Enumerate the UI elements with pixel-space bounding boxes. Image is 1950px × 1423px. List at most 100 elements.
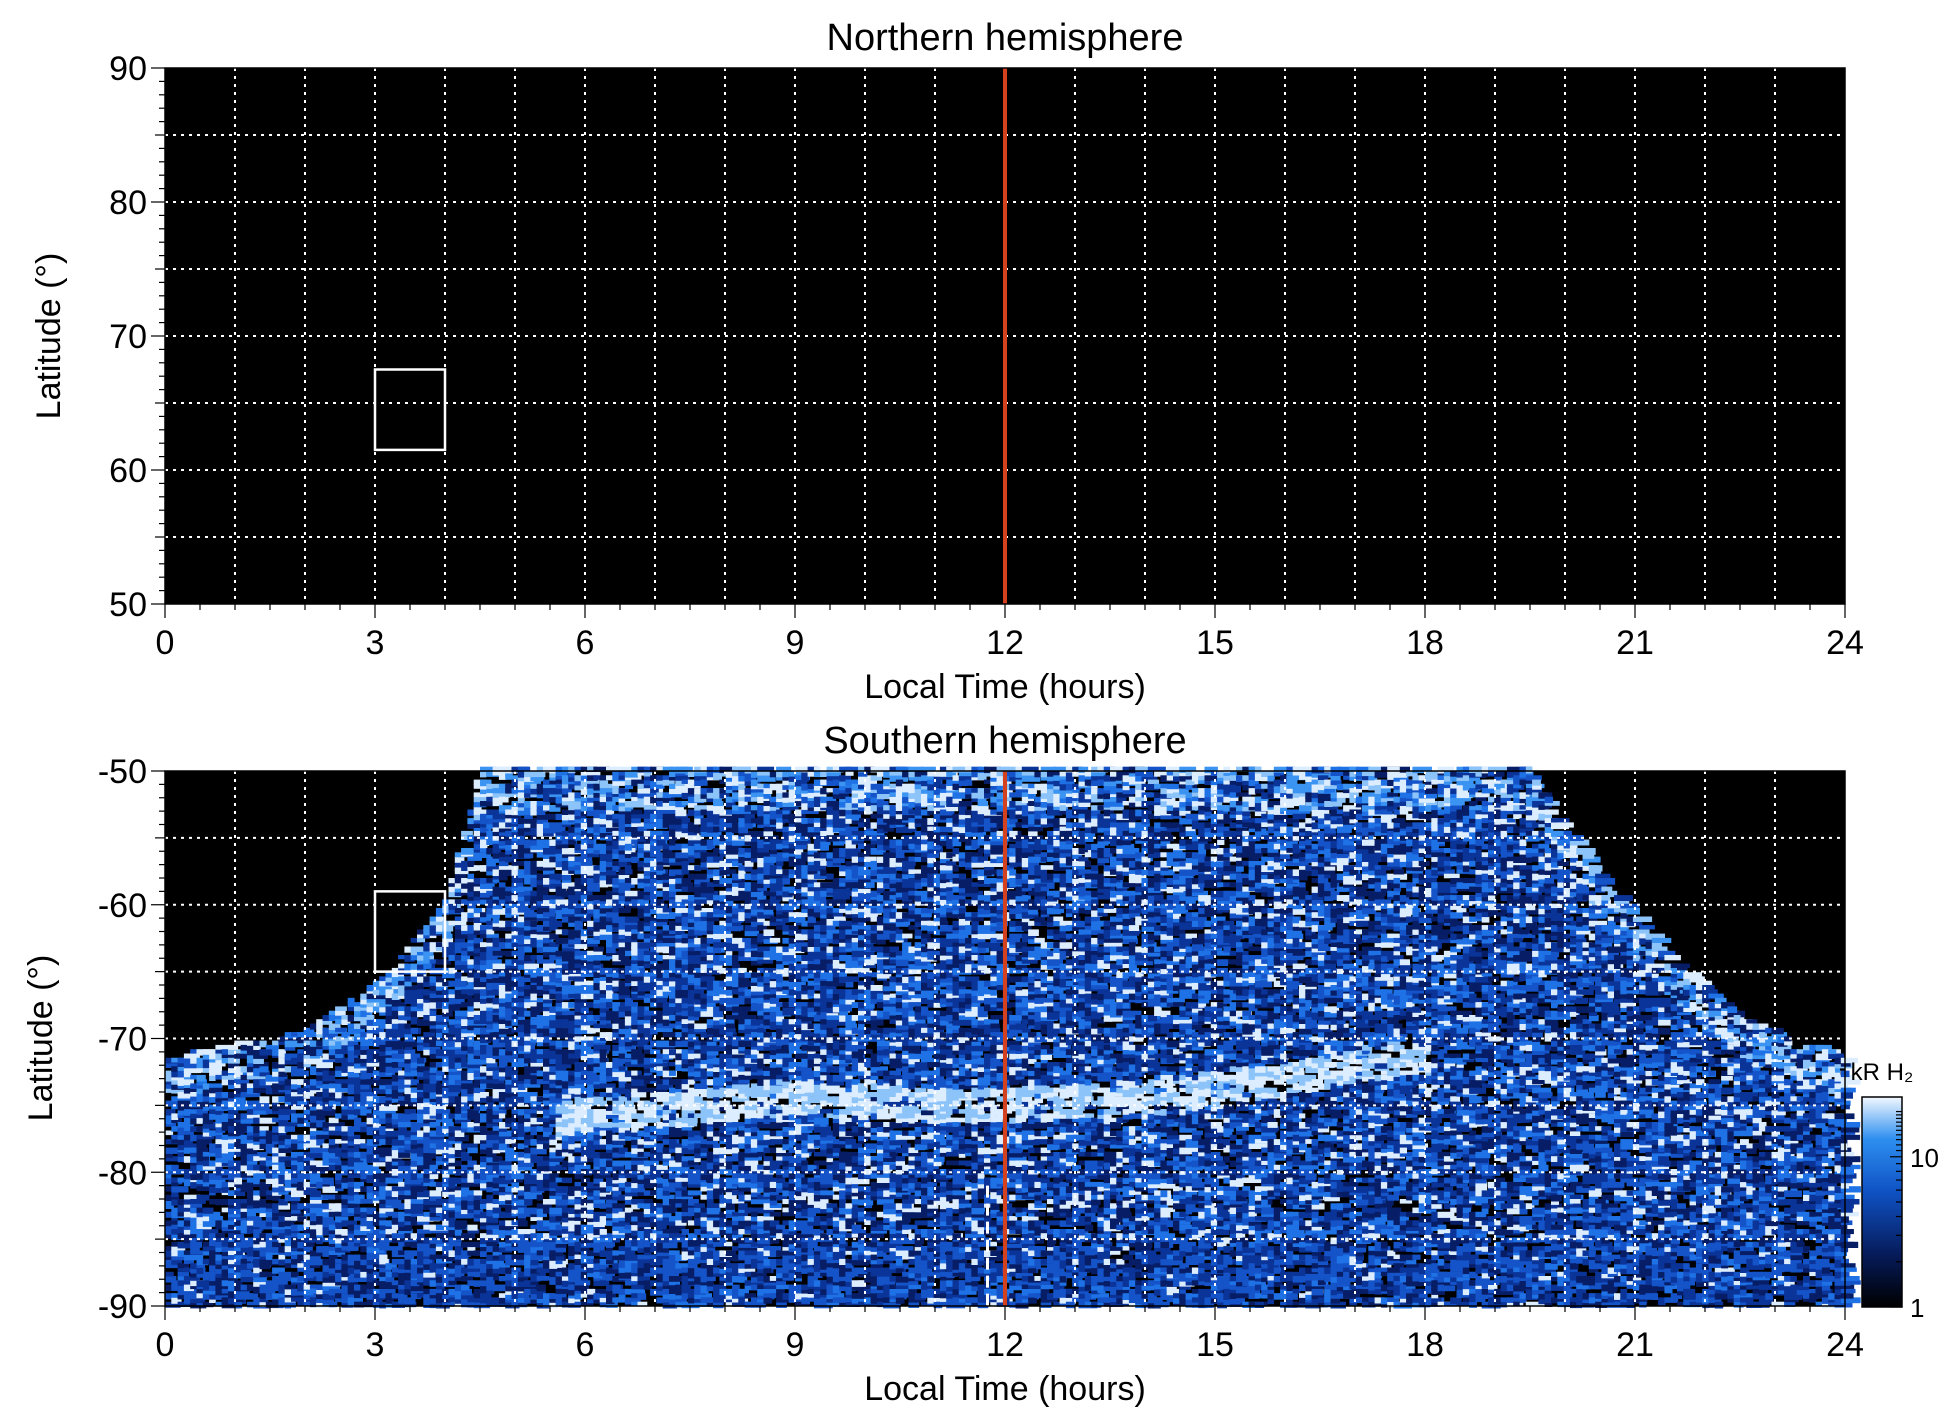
emission-cell bbox=[455, 972, 462, 978]
emission-cell bbox=[241, 1212, 248, 1218]
emission-cell bbox=[335, 1011, 346, 1016]
emission-cell bbox=[480, 1199, 494, 1204]
emission-cell bbox=[625, 865, 632, 871]
emission-cell bbox=[430, 1011, 437, 1016]
emission-cell bbox=[310, 1190, 321, 1197]
emission-cell bbox=[423, 955, 429, 962]
emission-cell bbox=[253, 1195, 260, 1201]
emission-cell bbox=[329, 1225, 336, 1231]
emission-cell bbox=[367, 1002, 374, 1007]
emission-cell bbox=[354, 1195, 364, 1200]
emission-cell bbox=[556, 1028, 570, 1035]
emission-cell bbox=[543, 1242, 556, 1247]
emission-cell bbox=[612, 865, 619, 871]
emission-cell bbox=[335, 1088, 349, 1093]
emission-cell bbox=[316, 1062, 333, 1068]
emission-cell bbox=[562, 1208, 569, 1213]
emission-cell bbox=[486, 1242, 497, 1246]
emission-cell bbox=[449, 1148, 456, 1155]
emission-cell bbox=[423, 1178, 430, 1183]
emission-cell bbox=[165, 1272, 174, 1277]
emission-cell bbox=[455, 955, 462, 961]
emission-cell bbox=[335, 1263, 342, 1270]
emission-cell bbox=[348, 1203, 359, 1208]
emission-cell bbox=[436, 1233, 443, 1239]
emission-cell bbox=[543, 1028, 550, 1035]
emission-cell bbox=[373, 1220, 380, 1225]
emission-cell bbox=[600, 1229, 607, 1235]
emission-cell bbox=[480, 1250, 487, 1257]
emission-cell bbox=[556, 899, 570, 904]
emission-cell bbox=[631, 810, 642, 815]
emission-cell bbox=[215, 1049, 221, 1053]
emission-cell bbox=[449, 1178, 462, 1185]
emission-cell bbox=[644, 1199, 653, 1203]
emission-cell bbox=[455, 1259, 462, 1265]
emission-cell bbox=[467, 810, 474, 816]
northern-y-axis-label: Latitude (°) bbox=[30, 253, 68, 420]
emission-cell bbox=[304, 1173, 310, 1179]
emission-cell bbox=[461, 831, 473, 835]
emission-cell bbox=[631, 801, 640, 807]
emission-cell bbox=[197, 1195, 210, 1201]
emission-cell bbox=[600, 1280, 608, 1285]
emission-cell bbox=[197, 1268, 204, 1275]
emission-cell bbox=[348, 1028, 355, 1035]
emission-cell bbox=[612, 1203, 625, 1208]
emission-cell bbox=[335, 1006, 347, 1011]
emission-cell bbox=[316, 1135, 329, 1139]
emission-cell bbox=[644, 1280, 651, 1285]
emission-cell bbox=[524, 1208, 531, 1214]
emission-cell bbox=[638, 1276, 651, 1281]
emission-cell bbox=[430, 1190, 442, 1196]
emission-cell bbox=[461, 925, 468, 931]
emission-cell bbox=[461, 1165, 468, 1170]
emission-cell bbox=[278, 1297, 285, 1303]
emission-cell bbox=[316, 1122, 323, 1127]
emission-cell bbox=[467, 1006, 473, 1011]
emission-cell bbox=[644, 1015, 651, 1020]
emission-cell bbox=[455, 1143, 462, 1150]
emission-cell bbox=[593, 1203, 600, 1208]
emission-cell bbox=[266, 1255, 273, 1260]
emission-cell bbox=[360, 1246, 367, 1252]
emission-cell bbox=[184, 1135, 191, 1141]
emission-cell bbox=[593, 1152, 600, 1158]
emission-cell bbox=[430, 1083, 437, 1088]
emission-cell bbox=[278, 1186, 285, 1192]
emission-cell bbox=[467, 1233, 475, 1238]
emission-cell bbox=[190, 1203, 202, 1208]
emission-cell bbox=[575, 1199, 582, 1204]
emission-cell bbox=[467, 1225, 477, 1231]
y-tick-label: 80 bbox=[109, 184, 147, 222]
emission-cell bbox=[493, 887, 506, 892]
emission-cell bbox=[449, 1088, 464, 1093]
emission-cell bbox=[530, 1113, 537, 1117]
emission-cell bbox=[323, 1071, 330, 1078]
emission-cell bbox=[423, 1143, 429, 1148]
emission-cell bbox=[348, 1246, 358, 1251]
emission-cell bbox=[530, 784, 537, 789]
emission-cell bbox=[568, 1156, 575, 1162]
northern-title: Northern hemisphere bbox=[827, 17, 1184, 59]
emission-cell bbox=[486, 1195, 493, 1200]
emission-cell bbox=[638, 1259, 651, 1264]
emission-cell bbox=[190, 1182, 197, 1189]
x-tick-label: 21 bbox=[1616, 624, 1654, 662]
emission-cell bbox=[512, 878, 524, 883]
emission-cell bbox=[354, 1255, 361, 1261]
emission-cell bbox=[556, 1186, 569, 1193]
emission-cell bbox=[505, 831, 511, 837]
y-tick-label: 60 bbox=[109, 452, 147, 490]
emission-cell bbox=[316, 1049, 322, 1056]
emission-cell bbox=[581, 1208, 587, 1214]
emission-cell bbox=[537, 947, 544, 953]
emission-cell bbox=[474, 1203, 481, 1210]
emission-cell bbox=[530, 869, 537, 874]
emission-cell bbox=[323, 1212, 330, 1218]
emission-cell bbox=[493, 917, 500, 924]
emission-cell bbox=[600, 844, 607, 850]
emission-cell bbox=[398, 1152, 410, 1158]
emission-cell bbox=[524, 1199, 532, 1205]
